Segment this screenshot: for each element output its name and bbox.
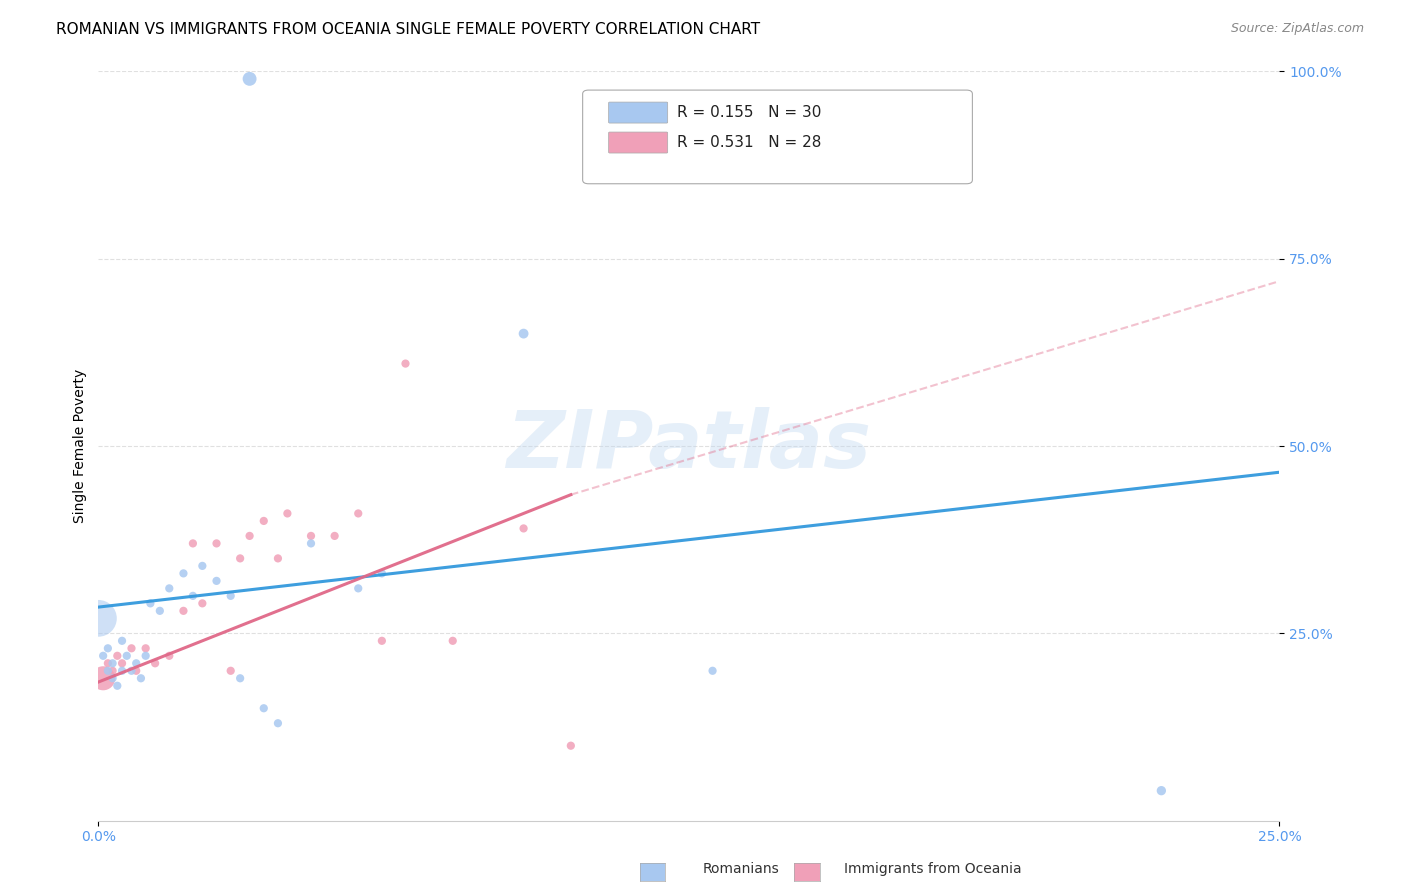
Point	[323, 529, 346, 543]
Point	[97, 641, 120, 656]
Point	[239, 71, 262, 86]
Text: Source: ZipAtlas.com: Source: ZipAtlas.com	[1230, 22, 1364, 36]
Point	[101, 671, 124, 685]
Point	[181, 536, 204, 550]
Point	[276, 507, 298, 521]
Text: R = 0.155   N = 30: R = 0.155 N = 30	[678, 105, 821, 120]
Point	[219, 664, 242, 678]
Text: ROMANIAN VS IMMIGRANTS FROM OCEANIA SINGLE FEMALE POVERTY CORRELATION CHART: ROMANIAN VS IMMIGRANTS FROM OCEANIA SING…	[56, 22, 761, 37]
Point	[191, 558, 214, 573]
Text: ZIPatlas: ZIPatlas	[506, 407, 872, 485]
FancyBboxPatch shape	[582, 90, 973, 184]
Point	[299, 529, 322, 543]
Point	[101, 664, 124, 678]
Point	[87, 611, 110, 625]
Point	[97, 657, 120, 671]
Point	[205, 574, 228, 588]
Point	[1150, 783, 1173, 797]
Point	[172, 604, 194, 618]
Point	[512, 326, 534, 341]
Point	[299, 536, 322, 550]
Point	[125, 664, 148, 678]
Point	[560, 739, 582, 753]
Point	[371, 633, 394, 648]
Point	[229, 551, 252, 566]
Point	[157, 582, 180, 596]
Point	[267, 716, 290, 731]
Point	[101, 657, 124, 671]
Point	[111, 664, 134, 678]
Point	[91, 671, 114, 685]
FancyBboxPatch shape	[609, 132, 668, 153]
Point	[229, 671, 252, 685]
Point	[347, 582, 370, 596]
Point	[702, 664, 724, 678]
Point	[205, 536, 228, 550]
Point	[143, 657, 166, 671]
Point	[267, 551, 290, 566]
Point	[125, 657, 148, 671]
Point	[239, 529, 262, 543]
Point	[347, 507, 370, 521]
Point	[111, 633, 134, 648]
Point	[129, 671, 152, 685]
Point	[139, 596, 162, 610]
Text: Romanians: Romanians	[703, 862, 780, 876]
Point	[172, 566, 194, 581]
Point	[191, 596, 214, 610]
Point	[394, 357, 416, 371]
Point	[253, 514, 276, 528]
Point	[105, 679, 128, 693]
Point	[115, 648, 138, 663]
Point	[157, 648, 180, 663]
Point	[441, 633, 464, 648]
Point	[181, 589, 204, 603]
Point	[371, 566, 394, 581]
FancyBboxPatch shape	[609, 102, 668, 123]
Point	[111, 657, 134, 671]
Point	[121, 664, 143, 678]
Point	[253, 701, 276, 715]
Y-axis label: Single Female Poverty: Single Female Poverty	[73, 369, 87, 523]
Point	[97, 664, 120, 678]
Point	[135, 641, 157, 656]
Point	[149, 604, 172, 618]
Text: R = 0.531   N = 28: R = 0.531 N = 28	[678, 135, 821, 150]
Point	[91, 648, 114, 663]
Point	[121, 641, 143, 656]
Point	[512, 521, 534, 535]
Point	[219, 589, 242, 603]
Text: Immigrants from Oceania: Immigrants from Oceania	[844, 862, 1021, 876]
Point	[135, 648, 157, 663]
Point	[105, 648, 128, 663]
